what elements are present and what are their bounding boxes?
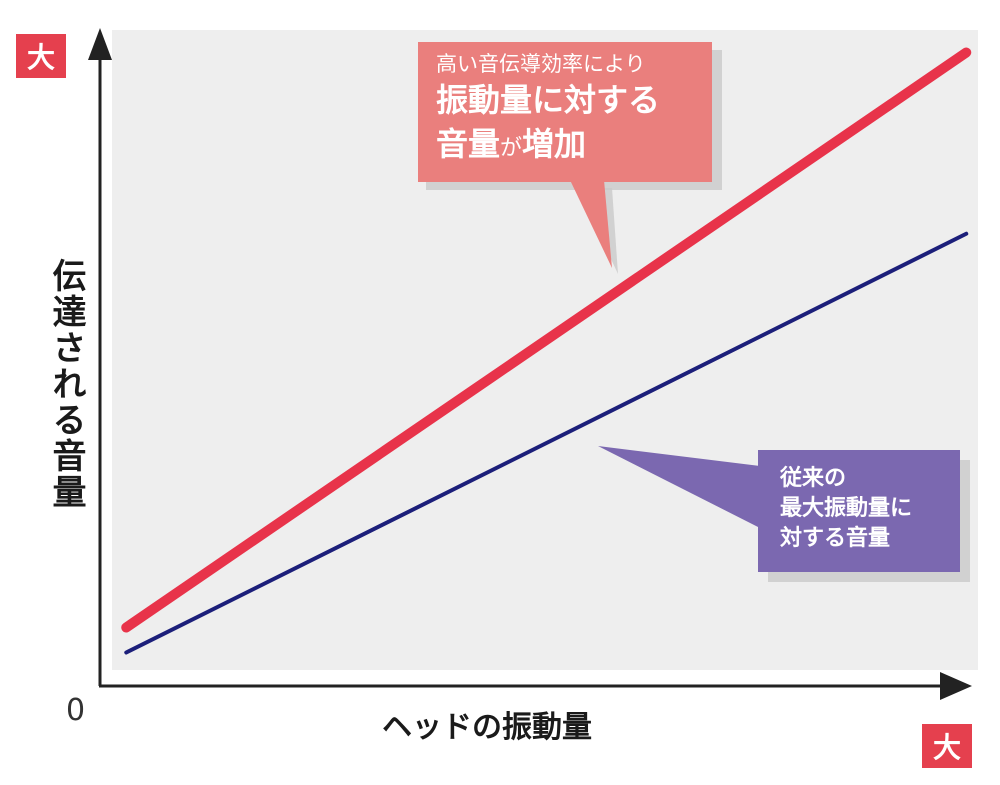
y-axis-label: 伝達される音量 [46,258,86,510]
series-line-red [121,47,972,633]
red-callout-line3-a: 音量 [436,125,501,163]
y-max-badge: 大 [16,34,66,78]
y-axis-arrow-icon [88,28,112,60]
x-axis-arrow-icon [940,672,972,700]
red-callout-line3: 音量が増加 [436,122,710,171]
red-callout-line1: 高い音伝導効率により [436,52,646,76]
x-axis-label: ヘッドの振動量 [382,710,592,745]
x-max-badge: 大 [922,724,972,768]
red-callout: 高い音伝導効率により 振動量に対する 音量が増加 [420,44,710,182]
purple-callout-line2: 最大振動量に [780,496,913,521]
red-callout-line3-b: が [500,136,523,161]
red-callout-line2: 振動量に対する [436,81,661,119]
purple-callout: 従来の 最大振動量に 対する音量 [760,452,960,570]
purple-callout-shape [598,446,970,582]
red-callout-line3-c: 増加 [522,125,587,163]
series-line-blue [124,231,969,655]
red-callout-shape [418,42,722,274]
purple-callout-line1: 従来の [780,466,847,491]
series-layer [121,47,972,655]
purple-callout-line3: 対する音量 [780,526,891,551]
origin-label: 0 [66,693,86,728]
